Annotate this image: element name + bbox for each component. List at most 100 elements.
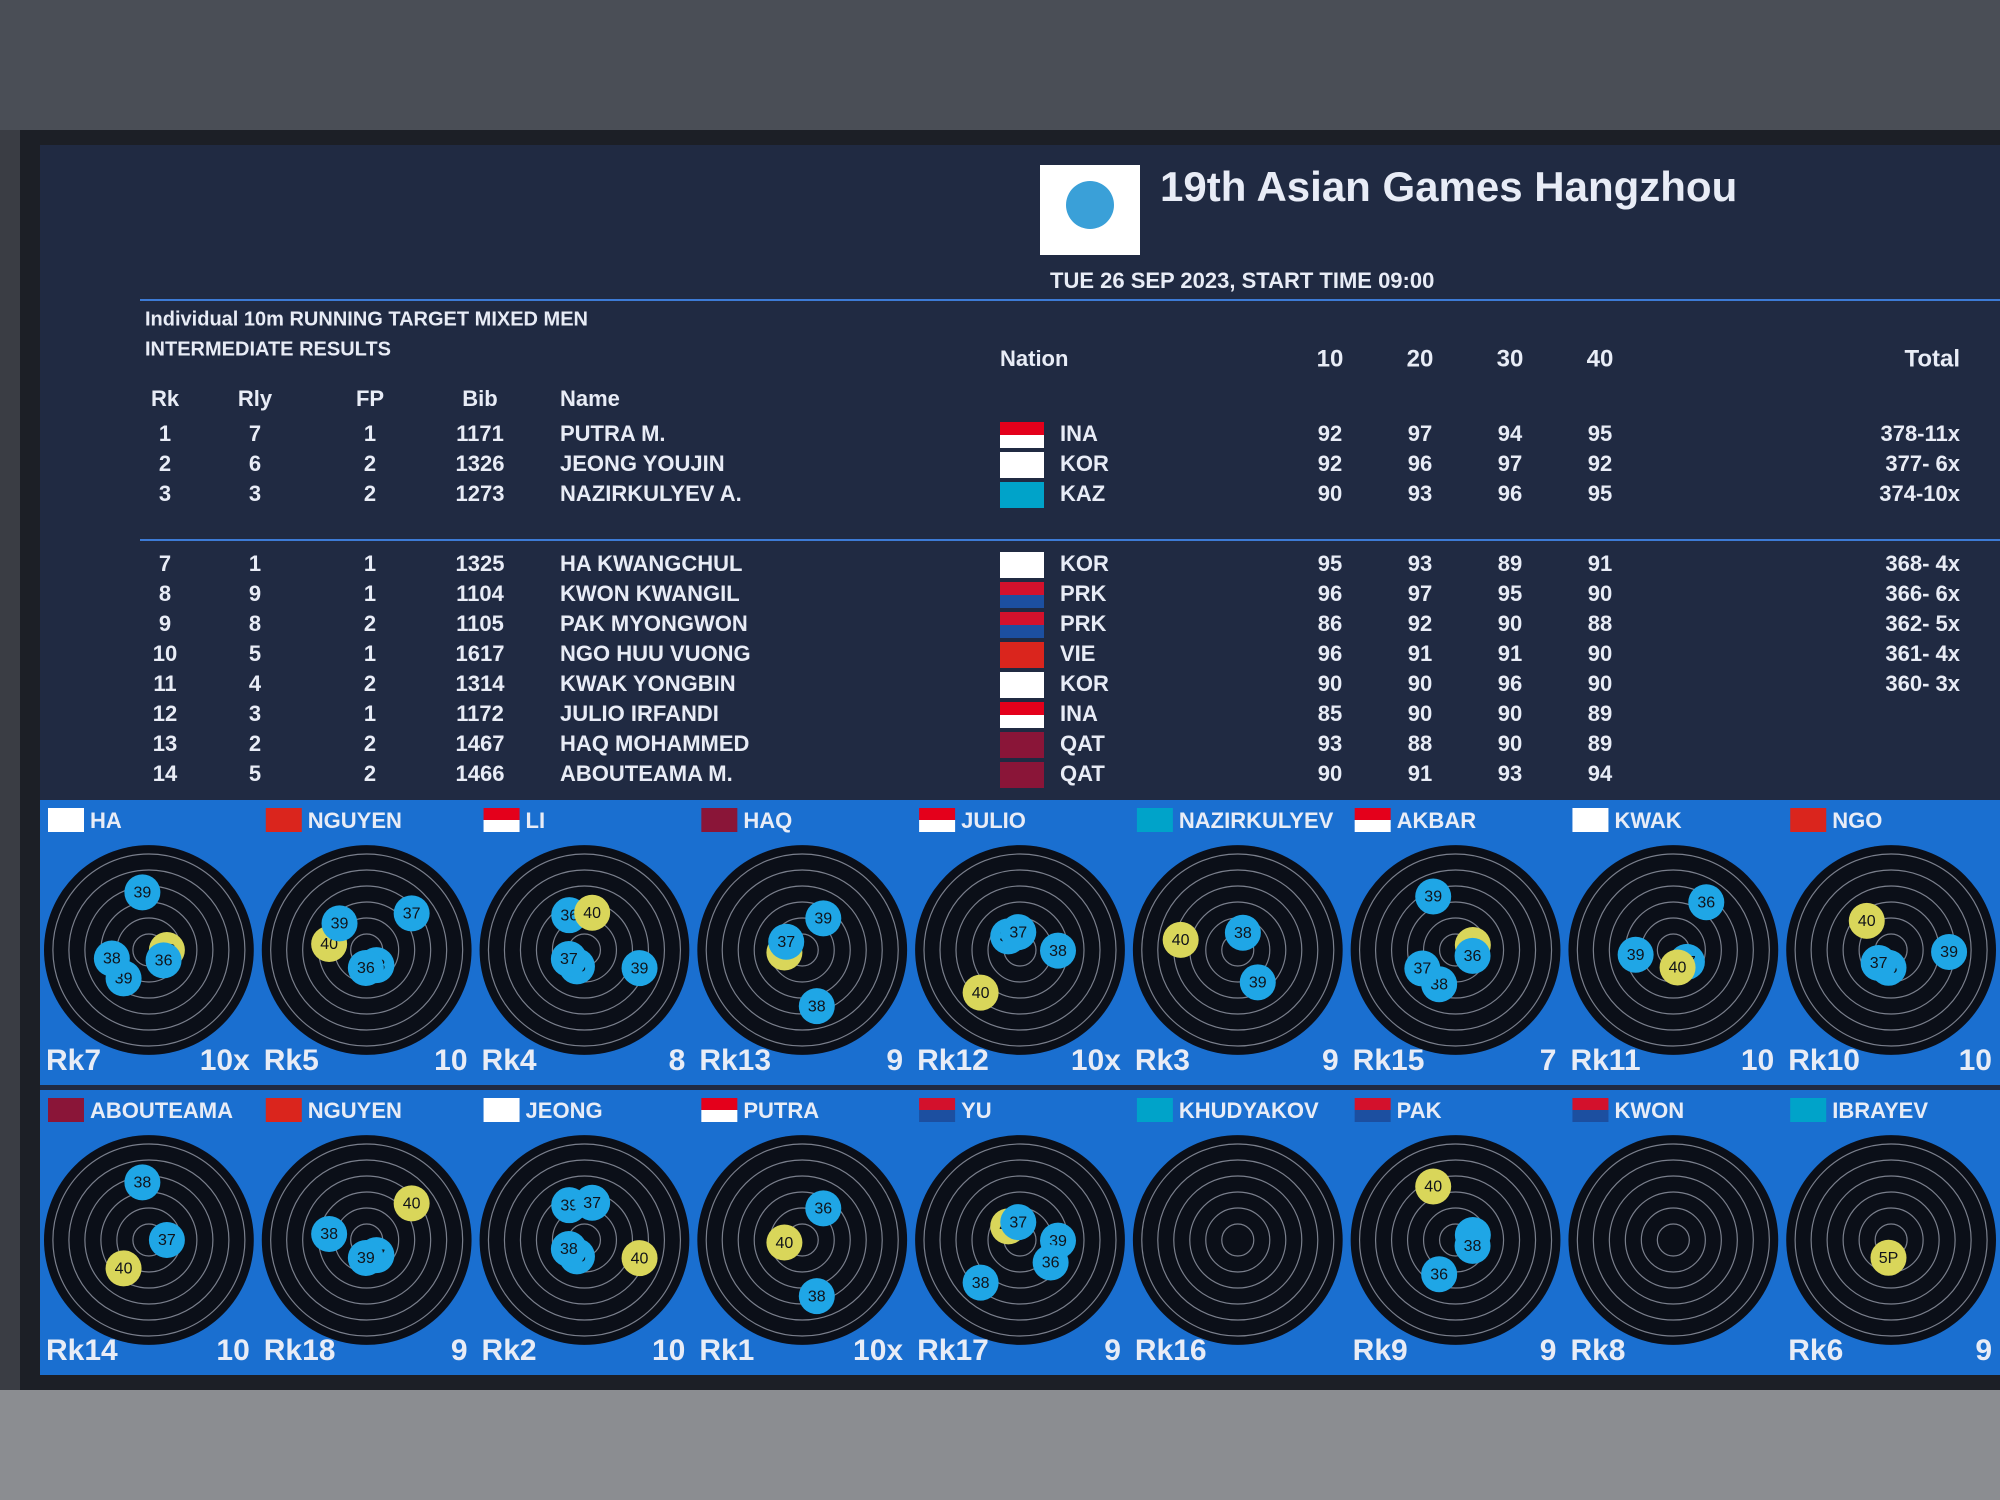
cell: 7 [249, 421, 261, 446]
column-header: Rk [151, 386, 180, 411]
cell: 1 [364, 551, 376, 576]
shot [1870, 1239, 1907, 1276]
shot-label: 37 [1009, 1214, 1027, 1231]
target [697, 845, 908, 1055]
cell: 1171 [456, 421, 504, 446]
flag [1000, 435, 1044, 448]
shot-label: 38 [808, 1288, 826, 1305]
flag [483, 1110, 520, 1122]
cell: 97 [1408, 421, 1432, 446]
target-name: PUTRA [743, 1098, 819, 1123]
cell: 1172 [456, 701, 504, 726]
cell: 93 [1408, 481, 1432, 506]
target [261, 845, 472, 1055]
target [261, 1135, 472, 1345]
column-header: 40 [1587, 345, 1614, 372]
target-ring [68, 1159, 230, 1321]
flag [701, 1098, 738, 1110]
flag [1354, 820, 1391, 832]
shot [798, 1278, 835, 1315]
target-ring [1592, 1159, 1754, 1321]
cell: 1 [364, 701, 376, 726]
shot-label: 37 [583, 1195, 601, 1212]
shot-label: 39 [1627, 947, 1645, 964]
flag [1354, 1098, 1391, 1110]
shot-label: 36 [814, 1201, 832, 1218]
target-rank: Rk8 [1570, 1334, 1625, 1367]
cell: QAT [1060, 731, 1105, 756]
flag [1000, 452, 1044, 465]
flag [1136, 808, 1173, 820]
shot-label: 37 [1413, 961, 1431, 978]
cell: 5 [249, 641, 261, 666]
cell: 1325 [456, 551, 505, 576]
flag [1000, 672, 1044, 685]
target-name: KHUDYAKOV [1179, 1098, 1319, 1123]
cell: 11 [153, 671, 176, 696]
cell: JEONG YOUJIN [560, 451, 725, 476]
shot [124, 874, 161, 911]
cell: 1617 [456, 641, 505, 666]
shot-label: 40 [1858, 913, 1876, 930]
flag [1136, 820, 1173, 832]
cell: 4 [249, 671, 262, 696]
cell: HA KWANGCHUL [560, 551, 743, 576]
cell: 95 [1588, 421, 1612, 446]
shot [393, 1185, 430, 1222]
flag [1000, 732, 1044, 745]
target-name: ABOUTEAMA [90, 1098, 233, 1123]
cell: 97 [1498, 451, 1522, 476]
target-rank: Rk3 [1135, 1044, 1190, 1077]
cell: KOR [1060, 451, 1109, 476]
target-rank: Rk6 [1788, 1334, 1843, 1367]
target-score: 9 [451, 1334, 468, 1367]
cell: 362- 5x [1885, 611, 1960, 636]
cell: 6 [249, 451, 261, 476]
cell: PAK MYONGWON [560, 611, 748, 636]
shot [798, 988, 835, 1025]
shot-label: 36 [1430, 1267, 1448, 1284]
cell: 92 [1318, 421, 1342, 446]
flag [1000, 582, 1044, 595]
flag [1790, 820, 1827, 832]
flag [1572, 820, 1609, 832]
cell: 95 [1498, 581, 1522, 606]
target-ring [487, 1143, 682, 1337]
target-rank: Rk2 [482, 1334, 537, 1367]
flag [48, 820, 84, 832]
shot [1421, 1256, 1458, 1293]
shot-label: 36 [1697, 894, 1715, 911]
target-ring [1173, 1175, 1303, 1305]
target-ring [519, 1175, 650, 1305]
flag [919, 1098, 956, 1110]
target-ring [52, 1143, 246, 1337]
target-rank: Rk5 [264, 1044, 319, 1077]
target-ring [1157, 1159, 1319, 1321]
cell: 8 [159, 581, 171, 606]
target-name: NAZIRKULYEV [1179, 808, 1334, 833]
target-name: NGUYEN [308, 808, 402, 833]
flag [1000, 422, 1044, 435]
target-ring [1592, 869, 1754, 1031]
flag [1790, 1098, 1827, 1110]
cell: 1273 [456, 481, 505, 506]
flag [1136, 1110, 1173, 1122]
flag [1000, 565, 1044, 578]
cell: 7 [159, 551, 171, 576]
column-header: Nation [1000, 346, 1068, 371]
shot [124, 1164, 161, 1201]
flag [1000, 715, 1044, 728]
cell: 361- 4x [1885, 641, 1960, 666]
shot [1239, 964, 1276, 1001]
target-ring [52, 853, 246, 1047]
shot-label: 40 [1424, 1179, 1442, 1196]
cell: 89 [1498, 551, 1522, 576]
flag [1000, 762, 1044, 775]
target-ring [302, 885, 432, 1015]
shot-label: 38 [133, 1175, 151, 1192]
cell: 96 [1408, 451, 1432, 476]
shot [1000, 1204, 1037, 1241]
target-ring [1205, 1207, 1271, 1273]
cell: VIE [1060, 641, 1095, 666]
